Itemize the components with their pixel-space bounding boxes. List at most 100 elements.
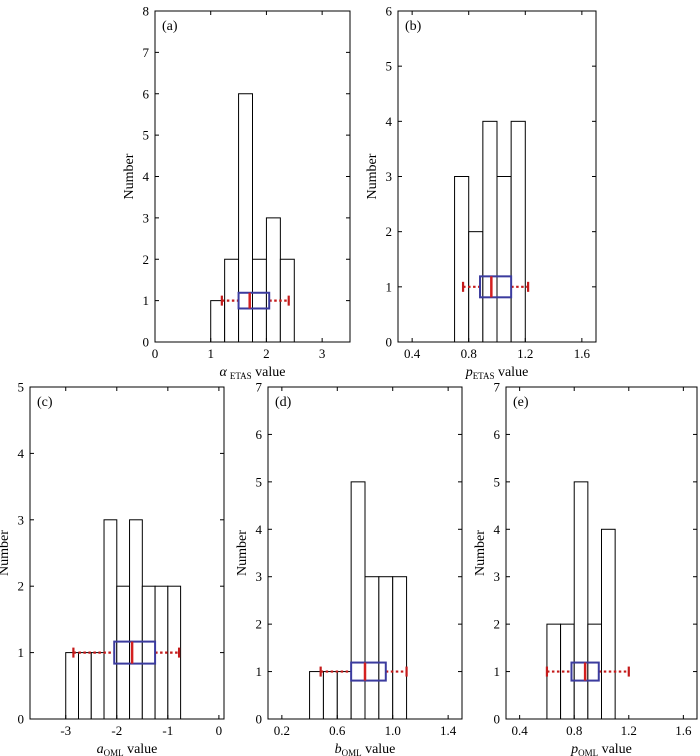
y-tick-label: 1 (256, 664, 263, 679)
histogram-bar (252, 258, 267, 343)
y-tick-label: 5 (494, 474, 501, 489)
y-tick-label: 3 (18, 512, 25, 527)
x-axis-symbol: α (220, 365, 228, 380)
y-tick-label: 2 (494, 617, 501, 632)
histogram-bar (309, 671, 324, 720)
y-tick-label: 1 (18, 645, 25, 660)
plot-frame (29, 386, 225, 720)
y-tick-label: 7 (143, 45, 150, 60)
histogram-bar (350, 481, 366, 720)
histogram-bar (210, 300, 226, 343)
x-tick-label: 1.6 (675, 723, 692, 738)
plot-frame (267, 386, 463, 720)
panel-b: 0 1 2 3 4 5 6 0.4 0.8 1.2 1.6 (b) Number pETAS value (365, 4, 597, 381)
y-tick-label: 0 (256, 712, 263, 727)
panel-c: 0 1 2 3 4 5 -3 -2 -1 0 (c) Number aOML value (0, 380, 225, 756)
panel-label: (d) (275, 395, 292, 410)
y-axis-title: Number (0, 530, 12, 576)
plot-frame (505, 386, 698, 720)
y-tick-label: 2 (386, 224, 393, 239)
x-axis-symbol: b (335, 742, 342, 756)
x-tick-label: 0 (216, 723, 223, 738)
x-axis-subscript: OML (578, 748, 598, 756)
x-axis-suffix: value (252, 365, 286, 380)
boxplot-box (350, 661, 387, 682)
y-tick-label: 2 (143, 252, 150, 267)
y-tick-label: 4 (18, 446, 25, 461)
x-axis-suffix: value (494, 365, 528, 380)
boxplot-box (113, 640, 157, 665)
panel-e: 0 1 2 3 4 5 6 7 0.4 0.8 1.2 1.6 (e) Number pOML value (473, 380, 698, 756)
x-tick-label: 0.4 (404, 346, 421, 361)
histogram-bar (116, 585, 131, 720)
histogram-bar (496, 176, 512, 343)
y-tick-label: 0 (494, 712, 501, 727)
x-tick-label: -1 (162, 723, 173, 738)
x-axis-symbol: p (570, 742, 578, 756)
panel-a: 0 1 2 3 4 5 6 7 8 0 1 2 3 (a) Number α ETAS value (122, 4, 351, 381)
x-tick-label: 0.2 (274, 723, 290, 738)
histogram-bar (265, 217, 281, 343)
x-axis-symbol: a (97, 742, 104, 756)
histogram-bar (129, 519, 143, 720)
x-tick-label: -3 (60, 723, 71, 738)
histogram-bar (454, 176, 470, 343)
y-axis-title: Number (122, 153, 137, 199)
y-tick-label: 6 (386, 4, 393, 19)
histogram-bar (336, 671, 352, 720)
y-tick-label: 1 (386, 279, 393, 294)
x-axis-suffix: value (362, 742, 396, 756)
y-tick-label: 0 (143, 335, 150, 350)
x-tick-label: 0.4 (512, 723, 529, 738)
y-tick-label: 7 (256, 380, 263, 395)
y-tick-label: 0 (386, 335, 393, 350)
x-tick-label: -2 (111, 723, 122, 738)
y-tick-label: 0 (18, 712, 25, 727)
y-tick-label: 5 (256, 474, 263, 489)
x-tick-label: 3 (319, 346, 326, 361)
x-axis-subscript: ETAS (473, 371, 495, 381)
boxplot-box (479, 275, 513, 299)
x-tick-label: 1.6 (574, 346, 591, 361)
x-tick-label: 0.8 (461, 346, 477, 361)
y-axis-title: Number (365, 153, 380, 199)
y-tick-label: 3 (494, 569, 501, 584)
y-tick-label: 4 (256, 522, 263, 537)
y-tick-label: 6 (143, 86, 150, 101)
x-tick-label: 0.6 (329, 723, 346, 738)
boxplot-box (237, 291, 271, 310)
y-tick-label: 5 (386, 59, 393, 74)
y-tick-label: 3 (256, 569, 263, 584)
y-tick-label: 3 (386, 169, 393, 184)
y-tick-label: 2 (256, 617, 263, 632)
panel-d: 0 1 2 3 4 5 6 7 0.2 0.6 1.0 1.4 (d) Number bOML value (235, 380, 463, 756)
y-tick-label: 7 (494, 380, 501, 395)
x-tick-label: 1.4 (440, 723, 457, 738)
histogram-bar (103, 519, 118, 720)
y-tick-label: 4 (143, 169, 150, 184)
y-tick-label: 8 (143, 4, 150, 19)
x-axis-subscript: ETAS (230, 371, 252, 381)
y-tick-label: 2 (18, 579, 25, 594)
x-axis-subscript: OML (104, 748, 124, 756)
x-tick-label: 1.2 (517, 346, 533, 361)
x-axis-title: α ETAS value (220, 365, 286, 381)
panel-label: (c) (37, 395, 53, 410)
y-tick-label: 1 (494, 664, 501, 679)
x-tick-label: 1.0 (385, 723, 401, 738)
y-tick-label: 5 (143, 128, 150, 143)
y-axis-title: Number (473, 530, 488, 576)
histogram-bar (322, 671, 338, 720)
y-axis-title: Number (235, 530, 250, 576)
histogram-bar (601, 528, 616, 720)
x-axis-subscript: OML (342, 748, 362, 756)
histogram-bar (65, 652, 79, 720)
y-tick-label: 5 (18, 380, 25, 395)
x-axis-title: aOML value (97, 742, 158, 756)
histogram-bar (279, 258, 295, 343)
histogram-bar (510, 120, 526, 343)
histogram-bar (482, 120, 498, 343)
histogram-bar (78, 652, 92, 720)
histogram-bar (364, 576, 380, 720)
